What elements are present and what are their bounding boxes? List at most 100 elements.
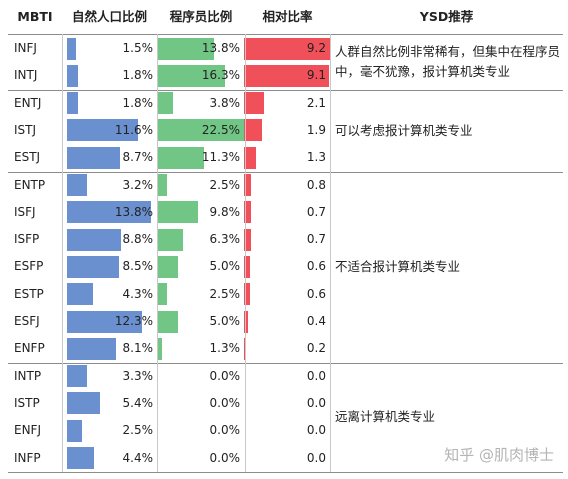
population-bar: [67, 392, 100, 415]
recommendation-label: 可以考虑报计算机类专业: [335, 122, 473, 138]
programmer-bar: [157, 310, 178, 333]
population-value: 8.7%: [122, 150, 154, 165]
ratio-bar: [244, 283, 250, 306]
mbti-type-label: ISTJ: [14, 122, 37, 137]
group-divider: [8, 172, 563, 173]
programmer-value: 11.3%: [201, 150, 240, 165]
column-divider: [157, 34, 158, 472]
ratio-value: 1.9: [306, 122, 326, 137]
population-bar: [67, 337, 117, 360]
recommendation-text: 可以考虑报计算机类专业: [335, 90, 560, 172]
mbti-type-label: ENFP: [14, 341, 45, 356]
header-mbti: MBTI: [17, 9, 53, 24]
programmer-value: 0.0%: [209, 368, 241, 383]
programmer-value: 0.0%: [209, 395, 241, 410]
population-value: 8.5%: [122, 259, 154, 274]
programmer-value: 6.3%: [209, 232, 241, 247]
mbti-type-label: ESFP: [14, 259, 44, 274]
population-value: 8.8%: [122, 232, 154, 247]
recommendation-text: 远离计算机类专业: [335, 363, 560, 472]
column-divider: [330, 34, 331, 472]
mbti-type-label: ESTJ: [14, 150, 41, 165]
ratio-bar: [244, 119, 262, 142]
population-value: 1.8%: [122, 68, 154, 83]
population-value: 13.8%: [114, 204, 153, 219]
ratio-bar: [244, 146, 257, 169]
recommendation-text: 不适合报计算机类专业: [335, 172, 560, 363]
mbti-type-label: ENTJ: [14, 95, 42, 110]
mbti-type-label: ENFJ: [14, 423, 41, 438]
group-divider: [8, 472, 563, 473]
ratio-bar: [244, 201, 251, 224]
population-value: 3.3%: [122, 368, 154, 383]
ratio-bar: [244, 255, 250, 278]
group-divider: [8, 363, 563, 364]
population-bar: [67, 419, 83, 442]
group-divider: [8, 34, 563, 35]
header-ysd: YSD推荐: [419, 9, 474, 24]
population-bar: [67, 92, 78, 115]
mbti-type-label: ESTP: [14, 286, 44, 301]
column-divider: [245, 34, 246, 472]
population-value: 4.3%: [122, 286, 154, 301]
population-bar: [67, 228, 121, 251]
population-value: 8.1%: [122, 341, 154, 356]
programmer-value: 0.0%: [209, 423, 241, 438]
ratio-bar: [244, 64, 329, 87]
mbti-type-label: ISTP: [14, 395, 40, 410]
ratio-value: 0.2: [306, 341, 326, 356]
watermark: 知乎 @肌肉博士: [444, 446, 554, 464]
programmer-bar: [157, 228, 184, 251]
header-programmer: 程序员比例: [169, 9, 233, 24]
programmer-value: 2.5%: [209, 177, 241, 192]
ratio-value: 0.7: [306, 232, 326, 247]
programmer-bar: [157, 283, 168, 306]
programmer-bar: [157, 146, 204, 169]
population-value: 11.6%: [114, 122, 153, 137]
ratio-bar: [244, 337, 246, 360]
header-population: 自然人口比例: [71, 9, 147, 24]
mbti-type-label: INTJ: [14, 68, 38, 83]
population-value: 3.2%: [122, 177, 154, 192]
population-value: 1.5%: [122, 41, 154, 55]
population-value: 1.8%: [122, 95, 154, 110]
programmer-value: 22.5%: [201, 122, 240, 137]
ratio-value: 9.1: [306, 68, 326, 83]
programmer-bar: [157, 174, 168, 196]
programmer-value: 9.8%: [209, 204, 241, 219]
recommendation-label: 远离计算机类专业: [335, 409, 436, 425]
group-divider: [8, 90, 563, 91]
ratio-value: 0.6: [306, 259, 326, 274]
mbti-type-label: INFP: [14, 450, 41, 465]
population-bar: [67, 64, 78, 87]
population-bar: [67, 119, 138, 142]
mbti-type-label: INTP: [14, 368, 42, 383]
mbti-type-label: ISFP: [14, 232, 40, 247]
header-ratio: 相对比率: [262, 9, 313, 24]
programmer-value: 3.8%: [209, 95, 241, 110]
ratio-bar: [244, 228, 251, 251]
programmer-bar: [157, 64, 225, 87]
programmer-bar: [157, 201, 198, 224]
column-divider: [62, 34, 63, 472]
population-bar: [67, 255, 119, 278]
ratio-value: 0.8: [306, 177, 326, 192]
programmer-value: 5.0%: [209, 259, 241, 274]
mbti-type-label: ENTP: [14, 177, 46, 192]
population-bar: [67, 283, 94, 306]
population-bar: [67, 174, 87, 196]
ratio-value: 0.4: [306, 314, 326, 328]
mbti-type-label: INFJ: [14, 41, 37, 55]
programmer-bar: [157, 337, 163, 360]
ratio-value: 0.0: [306, 395, 326, 410]
programmer-value: 13.8%: [201, 41, 240, 55]
ratio-bar: [244, 174, 252, 196]
ratio-value: 0.7: [306, 204, 326, 219]
population-bar: [67, 201, 152, 224]
mbti-type-label: ESFJ: [14, 314, 40, 328]
population-bar: [67, 365, 88, 388]
population-value: 2.5%: [122, 423, 154, 438]
ratio-value: 0.0: [306, 423, 326, 438]
programmer-value: 1.3%: [209, 341, 241, 356]
